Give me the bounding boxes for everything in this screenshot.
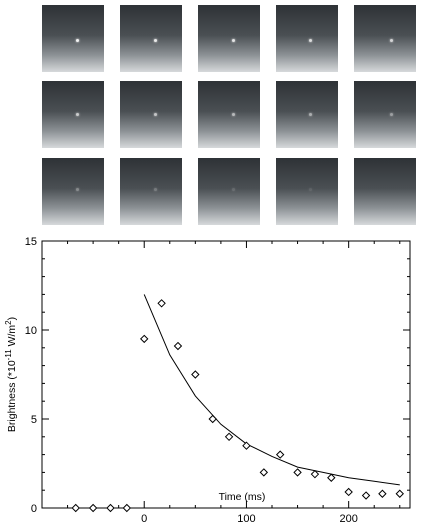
data-point-diamond	[106, 503, 115, 513]
data-point-diamond	[173, 341, 183, 351]
x-tick-label: 0	[141, 513, 147, 525]
meteor-spot	[309, 39, 312, 42]
y-label-prefix: Brightness (*10	[6, 360, 18, 432]
meteor-spot	[76, 188, 79, 191]
data-point-diamond	[122, 503, 132, 513]
meteor-spot	[154, 113, 157, 116]
image-frame	[42, 158, 104, 225]
y-axis-label: Brightness (*10-11 W/m2)	[4, 317, 19, 432]
image-frame	[42, 5, 104, 72]
data-point-diamond	[275, 450, 285, 459]
image-strip	[0, 0, 432, 232]
y-label-exponent: -11	[4, 349, 13, 361]
frame-background	[354, 5, 416, 72]
data-point-diamond	[293, 468, 302, 477]
data-point-diamond	[344, 487, 353, 497]
x-tick-label: 200	[339, 513, 357, 525]
frame-background	[276, 5, 338, 72]
meteor-spot	[390, 113, 393, 116]
data-point-diamond	[88, 503, 98, 513]
y-label-middle: W/m	[6, 325, 18, 350]
y-tick-label: 5	[31, 414, 37, 426]
frame-background	[276, 81, 338, 148]
data-point-diamond	[71, 503, 80, 513]
frame-background	[276, 158, 338, 225]
plot-frame	[41, 240, 411, 509]
image-frame	[354, 158, 416, 225]
brightness-chart: 0 5 10 15 0 100 200 Time (ms) Brightness (*10-…	[0, 232, 432, 526]
data-point-diamond	[378, 489, 387, 498]
data-point-diamond	[157, 299, 166, 308]
tick-labels: 0 5 10 15 0 100 200	[25, 236, 358, 525]
frame-background	[120, 5, 182, 72]
data-point-diamond	[224, 432, 234, 442]
meteor-spot	[390, 39, 393, 42]
image-frame	[276, 158, 338, 225]
data-point-diamond	[208, 414, 217, 424]
image-frame	[276, 5, 338, 72]
frame-background	[42, 158, 104, 225]
frame-background	[198, 81, 260, 148]
data-point-diamond	[242, 441, 251, 450]
image-frame	[120, 158, 182, 225]
data-point-diamond	[259, 468, 269, 477]
data-point-diamond	[310, 469, 320, 479]
data-markers	[71, 299, 404, 513]
x-axis-label: Time (ms)	[219, 491, 266, 503]
frame-background	[354, 158, 416, 225]
image-frame	[198, 5, 260, 72]
y-label-suffix: )	[6, 317, 18, 321]
image-frame	[354, 81, 416, 148]
meteor-spot	[154, 188, 157, 191]
y-tick-label: 15	[25, 236, 37, 248]
image-frame	[120, 81, 182, 148]
image-frame	[42, 81, 104, 148]
frame-background	[354, 81, 416, 148]
meteor-spot	[309, 113, 312, 116]
image-frame	[354, 5, 416, 72]
meteor-spot	[232, 188, 235, 191]
y-tick-label: 10	[25, 325, 37, 337]
frame-background	[42, 5, 104, 72]
frame-background	[198, 5, 260, 72]
image-frame	[120, 5, 182, 72]
frame-background	[42, 81, 104, 148]
frame-background	[120, 81, 182, 148]
meteor-spot	[232, 39, 235, 42]
data-point-diamond	[140, 334, 149, 344]
data-point-diamond	[191, 370, 200, 379]
data-point-diamond	[395, 489, 404, 498]
meteor-spot	[309, 188, 312, 191]
y-label-unit-exponent: 2	[4, 320, 13, 325]
frame-background	[120, 158, 182, 225]
image-frame	[276, 81, 338, 148]
data-point-diamond	[327, 473, 336, 482]
image-frame	[198, 158, 260, 225]
frame-background	[198, 158, 260, 225]
meteor-spot	[76, 113, 79, 116]
axis-ticks	[42, 240, 410, 509]
data-point-diamond	[361, 491, 371, 500]
y-tick-label: 0	[31, 503, 37, 515]
x-tick-label: 100	[237, 513, 255, 525]
image-frame	[198, 81, 260, 148]
meteor-spot	[76, 39, 79, 42]
chart-svg: 0 5 10 15 0 100 200 Time (ms) Brightness (*10-…	[4, 236, 411, 525]
meteor-spot	[232, 113, 235, 116]
fit-curve	[143, 294, 400, 486]
meteor-spot	[154, 39, 157, 42]
